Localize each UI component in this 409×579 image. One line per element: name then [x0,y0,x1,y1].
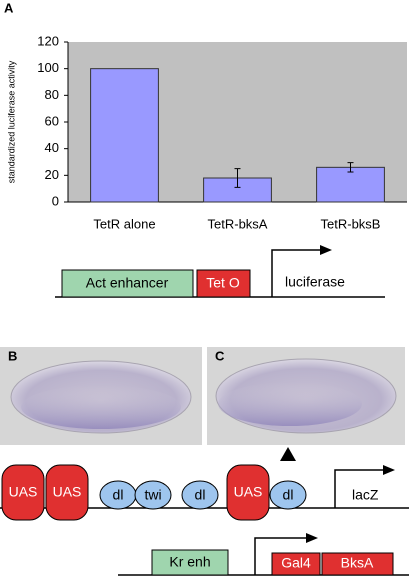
site-label: UAS [9,484,38,500]
y-tick-label: 40 [45,140,59,155]
site-label: twi [144,487,161,503]
enhancer-label: Kr enh [169,554,210,570]
gene-label: lacZ [352,487,379,503]
panel-label: A [4,0,14,15]
arrow-head [306,533,318,543]
gene-box [271,552,321,576]
bar-chart: 0 20 40 60 80 100 120 TetR alone TetR-bksA TetR-b… [37,33,407,231]
y-tick-label: 60 [45,113,59,128]
enhancer-label: Act enhancer [86,275,169,291]
x-tick-label: TetR-bksA [208,216,268,231]
promoter-arrow [254,537,308,575]
y-axis-label: standardized luciferase activity [6,60,16,183]
y-tick-label: 80 [45,87,59,102]
y-tick-label: 20 [45,167,59,182]
panel-label: B [8,348,17,363]
promoter-arrow [271,249,322,297]
arrowhead-marker [280,447,296,461]
gene-label: luciferase [285,274,345,290]
site-label: dl [195,487,206,503]
x-tick-label: TetR alone [93,216,155,231]
binding-sites: UAS UAS dl twi dl UAS dl [1,464,307,521]
gene-box [321,552,394,576]
uas-site [1,464,45,521]
arrow-head [320,245,332,255]
site-label: UAS [53,484,82,500]
dl-site [134,480,172,510]
error-bar [347,162,354,173]
site-label: dl [283,487,294,503]
operator-label: Tet O [206,275,240,291]
enhancer-box [151,549,229,576]
uas-site [45,464,89,521]
enhancer-box [61,269,194,298]
dl-site [181,480,219,510]
gene-label: Gal4 [281,555,311,571]
operator-box [196,269,251,298]
bar [90,68,159,203]
bar [316,166,385,203]
stain [21,385,181,429]
dl-site [269,480,307,510]
uas-site [226,464,270,521]
arrow-head [383,465,395,475]
y-tick-label: 100 [37,60,59,75]
gene-label: BksA [341,555,374,571]
stain [218,382,362,426]
error-bar [234,168,241,188]
site-label: UAS [234,484,263,500]
x-tick-label: TetR-bksB [321,216,381,231]
promoter-arrow [334,469,385,508]
y-tick-label: 0 [52,193,59,208]
y-tick-label: 120 [37,33,59,48]
site-label: dl [113,487,124,503]
panel-label: C [215,348,225,363]
